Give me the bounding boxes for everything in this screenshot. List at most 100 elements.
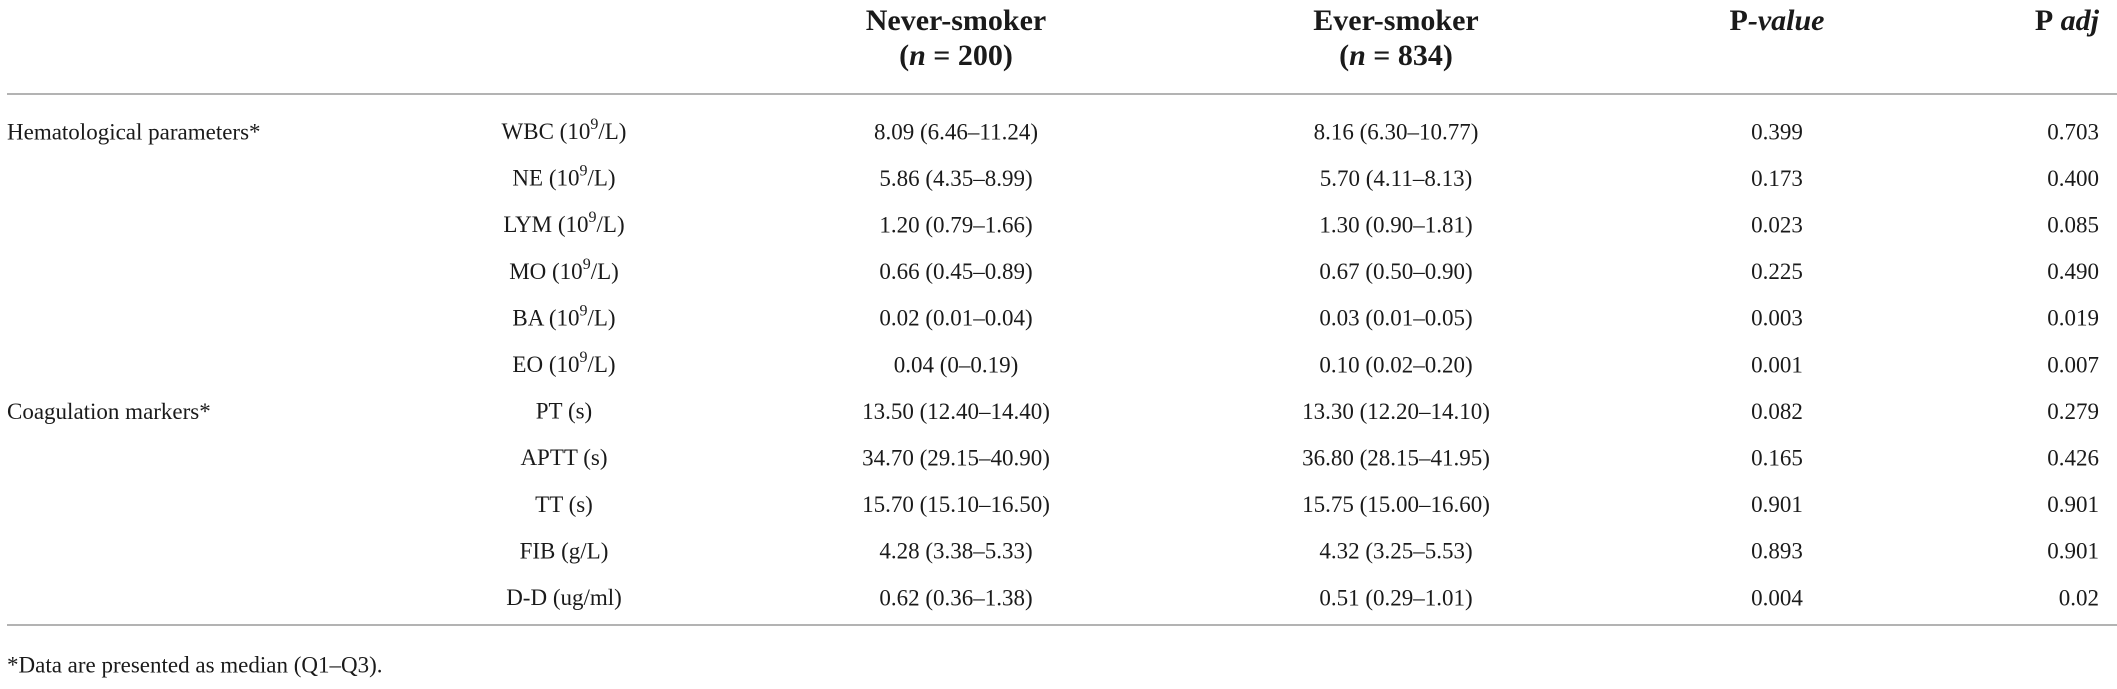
cell: 0.62 (0.36–1.38) <box>879 585 1032 610</box>
label-part: /L) <box>597 212 625 237</box>
label-part: /L) <box>598 119 626 144</box>
header-part: Ever-smoker <box>1313 4 1479 37</box>
label-part: FIB (g/L) <box>520 539 609 564</box>
cell: 13.50 (12.40–14.40) <box>862 399 1050 424</box>
cell: 0.082 <box>1751 399 1803 424</box>
label-part: 9 <box>579 349 587 366</box>
cell: 0.02 (0.01–0.04) <box>879 306 1032 331</box>
footnote: *Data are presented as median (Q1–Q3). <box>7 652 383 677</box>
header-part: P <box>1730 4 1748 37</box>
label-part: WBC (10 <box>502 119 591 144</box>
cell: 0.51 (0.29–1.01) <box>1319 585 1472 610</box>
cell: 0.901 <box>2047 539 2099 564</box>
row-label: FIB (g/L) <box>520 539 609 564</box>
row-label: PT (s) <box>536 399 592 424</box>
label-part: MO (10 <box>509 259 582 284</box>
label-part: NE (10 <box>512 166 579 191</box>
header-part: Never-smoker <box>866 4 1046 37</box>
cell: 0.085 <box>2047 212 2099 237</box>
row-label: MO (109/L) <box>509 256 619 284</box>
label-part: BA (10 <box>512 306 579 331</box>
row-label: APTT (s) <box>520 445 607 470</box>
label-part: PT (s) <box>536 399 592 424</box>
label-part: /L) <box>591 259 619 284</box>
cell: 0.426 <box>2047 445 2099 470</box>
column-header: Ever-smoker <box>1313 4 1479 37</box>
cell: 0.901 <box>2047 492 2099 517</box>
header-part: ( <box>1339 39 1349 72</box>
header-part: P <box>2035 4 2053 37</box>
label-part: /L) <box>587 306 615 331</box>
label-part: 9 <box>583 256 591 273</box>
cell: 1.30 (0.90–1.81) <box>1319 212 1472 237</box>
cell: 0.001 <box>1751 352 1803 377</box>
label-part: 9 <box>590 116 598 133</box>
label-part: /L) <box>587 166 615 191</box>
cell: 0.02 <box>2059 585 2099 610</box>
cell: 8.09 (6.46–11.24) <box>874 119 1038 144</box>
header-part: n <box>1349 39 1366 72</box>
cell: 0.007 <box>2047 352 2099 377</box>
group-label: Coagulation markers* <box>7 399 211 424</box>
cell: 1.20 (0.79–1.66) <box>879 212 1032 237</box>
cell: 5.86 (4.35–8.99) <box>879 166 1032 191</box>
label-part: /L) <box>587 352 615 377</box>
cell: 13.30 (12.20–14.10) <box>1302 399 1490 424</box>
column-header: Never-smoker <box>866 4 1046 37</box>
cell: 5.70 (4.11–8.13) <box>1320 166 1472 191</box>
header-part: = 200) <box>926 39 1013 72</box>
header-part: ( <box>899 39 909 72</box>
column-header: P adj <box>2035 4 2100 37</box>
header-part: n <box>909 39 926 72</box>
cell: 34.70 (29.15–40.90) <box>862 445 1050 470</box>
cell: 0.67 (0.50–0.90) <box>1319 259 1472 284</box>
cell: 0.399 <box>1751 119 1803 144</box>
cell: 0.225 <box>1751 259 1803 284</box>
header-part: adj <box>2053 4 2100 37</box>
cell: 0.10 (0.02–0.20) <box>1319 352 1472 377</box>
label-part: 9 <box>579 163 587 180</box>
label-part: 9 <box>589 209 597 226</box>
header-part: = 834) <box>1366 39 1453 72</box>
header-part: -value <box>1748 4 1825 37</box>
cell: 0.003 <box>1751 306 1803 331</box>
cell: 8.16 (6.30–10.77) <box>1314 119 1479 144</box>
label-part: TT (s) <box>535 492 593 517</box>
cell: 0.165 <box>1751 445 1803 470</box>
row-label: BA (109/L) <box>512 303 615 331</box>
cell: 36.80 (28.15–41.95) <box>1302 445 1490 470</box>
row-label: LYM (109/L) <box>503 209 624 237</box>
column-header-sub: (n = 834) <box>1339 39 1453 72</box>
row-label: WBC (109/L) <box>502 116 627 144</box>
cell: 4.32 (3.25–5.53) <box>1319 539 1472 564</box>
cell: 0.893 <box>1751 539 1803 564</box>
cell: 0.03 (0.01–0.05) <box>1319 306 1472 331</box>
cell: 0.019 <box>2047 306 2099 331</box>
cell: 0.023 <box>1751 212 1803 237</box>
label-part: APTT (s) <box>520 445 607 470</box>
cell: 15.70 (15.10–16.50) <box>862 492 1050 517</box>
cell: 0.004 <box>1751 585 1803 610</box>
group-label: Hematological parameters* <box>7 119 261 144</box>
cell: 0.173 <box>1751 166 1803 191</box>
cell: 0.04 (0–0.19) <box>894 352 1019 377</box>
cell: 0.490 <box>2047 259 2099 284</box>
cell: 0.901 <box>1751 492 1803 517</box>
label-part: 9 <box>579 303 587 320</box>
label-part: D-D (ug/ml) <box>506 585 622 610</box>
row-label: TT (s) <box>535 492 593 517</box>
column-header: P-value <box>1730 4 1825 37</box>
cell: 4.28 (3.38–5.33) <box>879 539 1032 564</box>
cell: 15.75 (15.00–16.60) <box>1302 492 1490 517</box>
cell: 0.279 <box>2047 399 2099 424</box>
row-label: D-D (ug/ml) <box>506 585 622 610</box>
label-part: LYM (10 <box>503 212 588 237</box>
column-header-sub: (n = 200) <box>899 39 1013 72</box>
cell: 0.400 <box>2047 166 2099 191</box>
cell: 0.66 (0.45–0.89) <box>879 259 1032 284</box>
row-label: NE (109/L) <box>512 163 615 191</box>
label-part: EO (10 <box>512 352 579 377</box>
row-label: EO (109/L) <box>512 349 615 377</box>
